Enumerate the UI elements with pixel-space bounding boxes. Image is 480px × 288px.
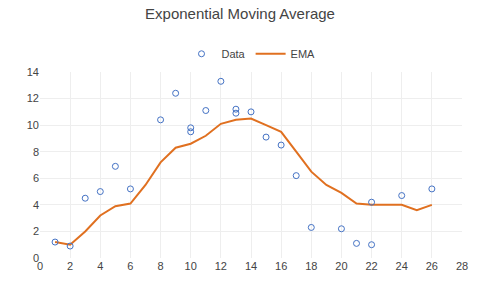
svg-text:2: 2 (67, 260, 73, 272)
svg-text:22: 22 (365, 260, 377, 272)
svg-text:14: 14 (245, 260, 257, 272)
svg-text:16: 16 (275, 260, 287, 272)
svg-text:12: 12 (215, 260, 227, 272)
svg-text:26: 26 (426, 260, 438, 272)
svg-text:Exponential Moving Average: Exponential Moving Average (145, 5, 335, 22)
svg-text:4: 4 (97, 260, 103, 272)
svg-text:0: 0 (37, 260, 43, 272)
svg-text:8: 8 (33, 146, 39, 158)
svg-text:12: 12 (27, 92, 39, 104)
svg-text:20: 20 (335, 260, 347, 272)
svg-text:24: 24 (396, 260, 408, 272)
svg-text:Data: Data (222, 48, 246, 60)
svg-text:10: 10 (185, 260, 197, 272)
svg-text:14: 14 (27, 66, 39, 78)
svg-text:18: 18 (305, 260, 317, 272)
svg-text:10: 10 (27, 119, 39, 131)
svg-text:28: 28 (456, 260, 468, 272)
svg-text:EMA: EMA (291, 48, 316, 60)
svg-text:4: 4 (33, 199, 39, 211)
svg-text:6: 6 (33, 172, 39, 184)
svg-text:2: 2 (33, 225, 39, 237)
svg-text:0: 0 (33, 252, 39, 264)
svg-text:6: 6 (127, 260, 133, 272)
svg-text:8: 8 (158, 260, 164, 272)
